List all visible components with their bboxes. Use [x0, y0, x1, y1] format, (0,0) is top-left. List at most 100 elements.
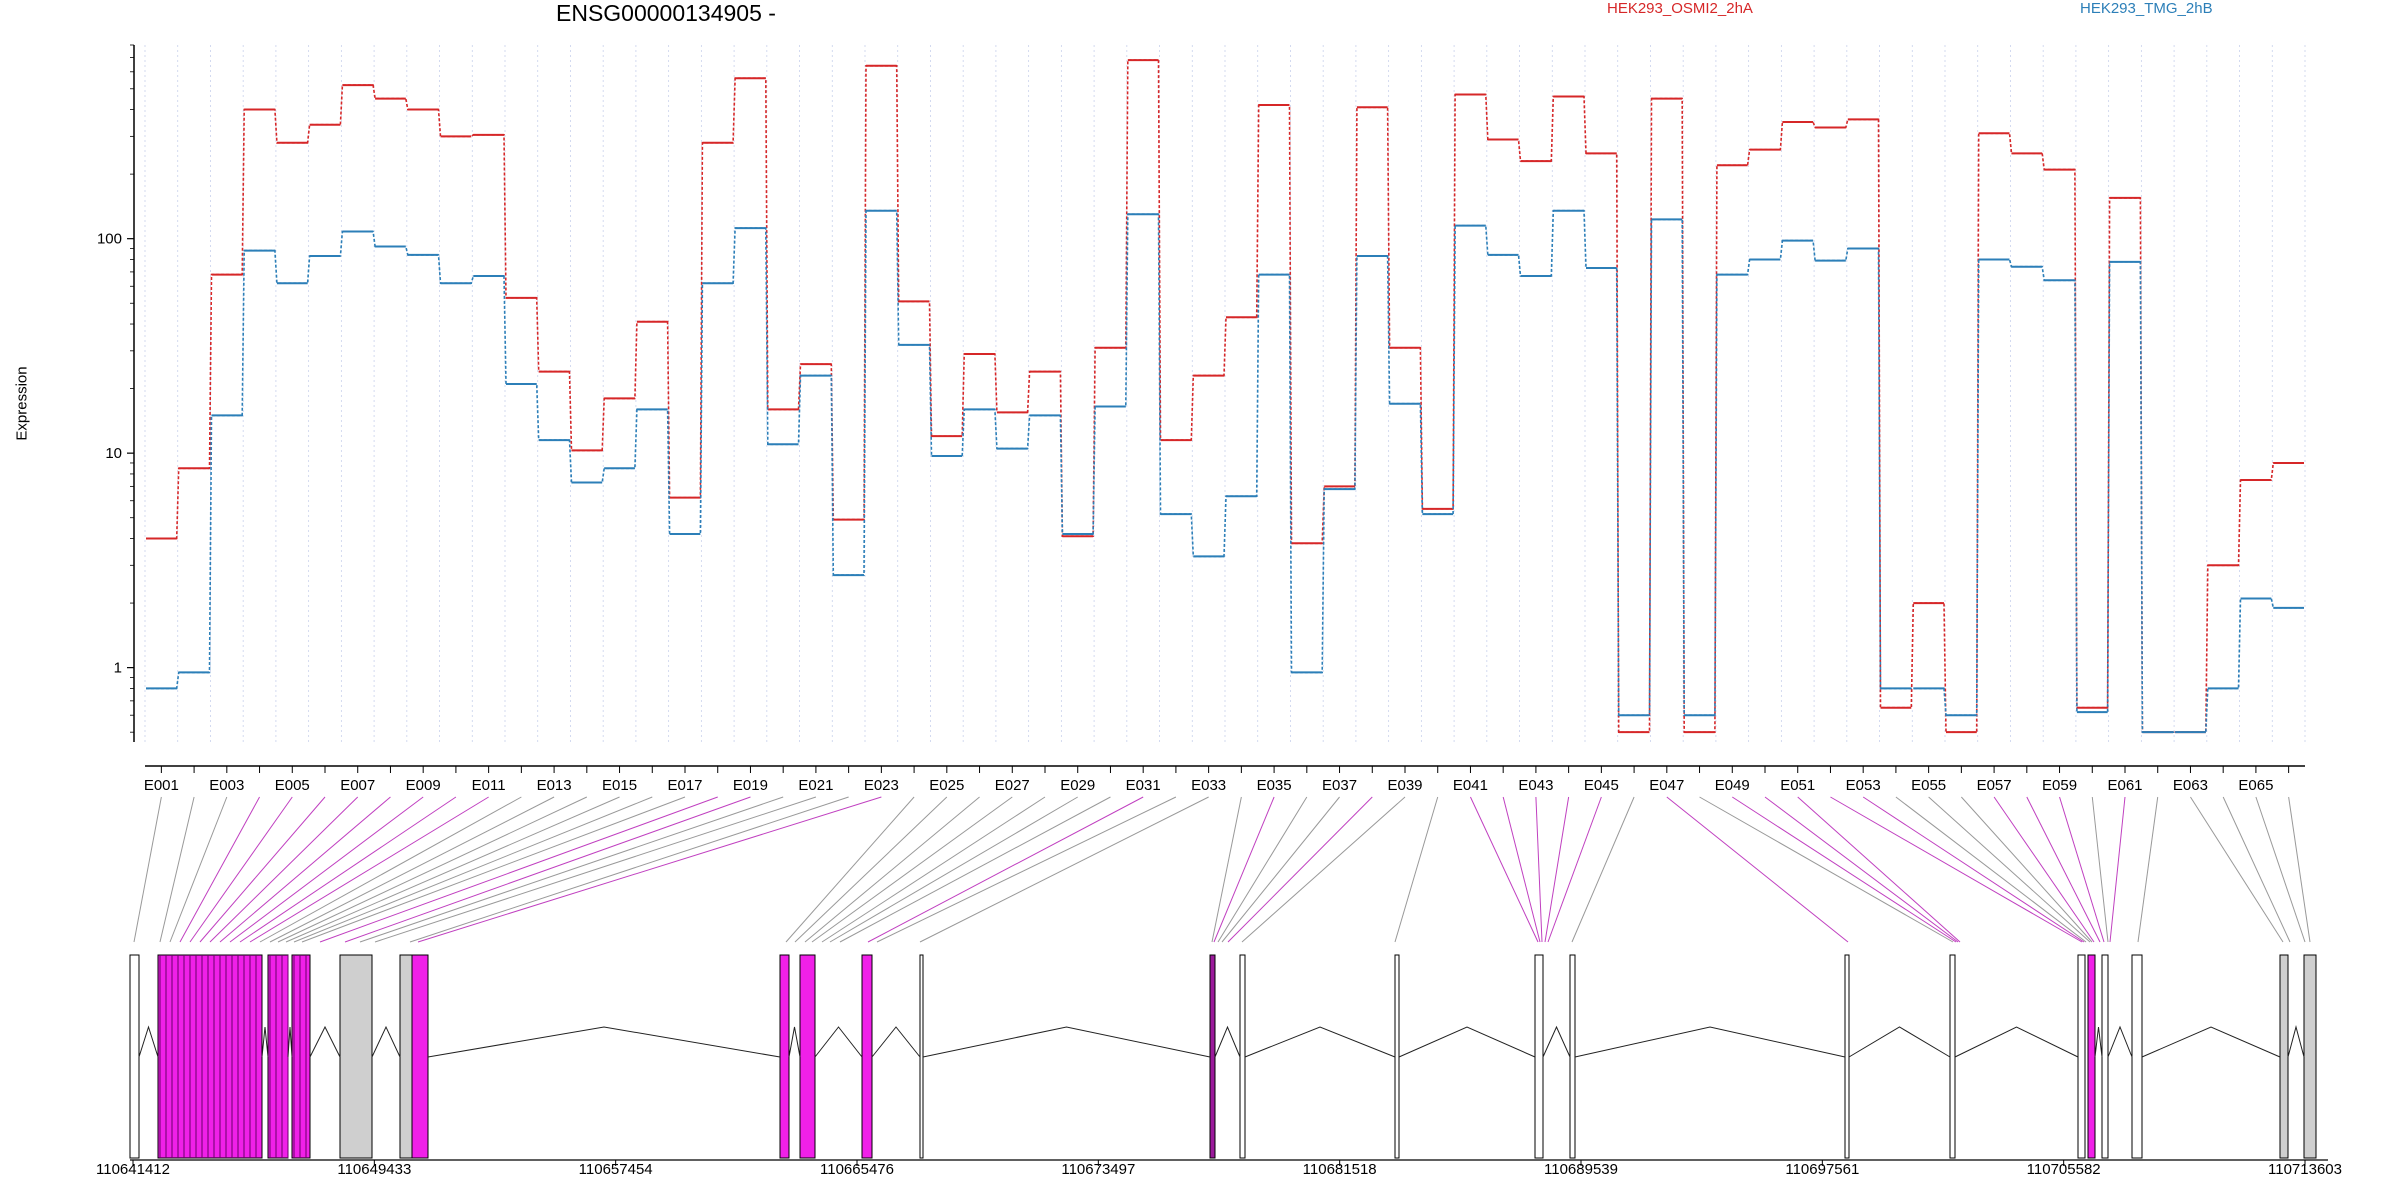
exon-connector [2190, 796, 2284, 943]
intron-line [2107, 1025, 2133, 1058]
exon-connector [821, 796, 1046, 943]
intron-line [1398, 1026, 1536, 1058]
intron-line [138, 1025, 159, 1058]
coordinate-tick-label: 110657454 [579, 1161, 653, 1178]
exon-block [411, 954, 429, 1159]
exon-block [1394, 954, 1400, 1159]
exon-block [2303, 954, 2317, 1159]
exon-connector [229, 796, 424, 943]
exon-connector [839, 796, 1111, 943]
exon-connector [1394, 796, 1439, 943]
exon-connector [876, 796, 1177, 943]
exon-connector [2059, 796, 2105, 943]
exon-block [157, 954, 263, 1159]
exon-connector [794, 796, 948, 943]
exon-connector [1547, 796, 1602, 943]
intron-line [371, 1025, 401, 1058]
exon-tick-label: E053 [1846, 777, 1881, 794]
exon-connector [179, 796, 260, 943]
intron-line [427, 1026, 781, 1058]
exon-connector [1470, 796, 1539, 943]
exon-tick-label: E007 [340, 777, 375, 794]
exon-block [1239, 954, 1246, 1159]
exon-connector [259, 796, 522, 943]
exon-block [861, 954, 873, 1159]
exon-connector [1571, 796, 1635, 943]
exon-block [129, 954, 140, 1159]
coordinate-tick-label: 110705582 [2027, 1161, 2101, 1178]
exon-connector [199, 796, 326, 943]
exon-connector [269, 796, 555, 943]
exon-connector [277, 796, 588, 943]
exon-block [399, 954, 413, 1159]
exon-connector [1213, 796, 1275, 943]
intron-line [1214, 1025, 1241, 1058]
gene-model [129, 954, 2317, 1159]
exon-connector [1960, 796, 2093, 943]
exon-tick-label: E051 [1780, 777, 1815, 794]
intron-line [2094, 1026, 2103, 1058]
exon-tick-label: E059 [2042, 777, 2077, 794]
coordinate-tick-label: 110673497 [1061, 1161, 1135, 1178]
series-line [146, 59, 2304, 733]
exon-block [1569, 954, 1576, 1159]
exon-block [267, 954, 289, 1159]
intron-line [309, 1025, 341, 1058]
intron-line [922, 1026, 1211, 1058]
intron-line [788, 1026, 801, 1058]
exon-connector [785, 796, 915, 943]
exon-connector [1544, 796, 1570, 943]
exon-connector [1241, 796, 1406, 943]
plot-axes [133, 45, 2305, 767]
y-tick-label: 1 [114, 660, 122, 677]
exon-connector [2109, 796, 2126, 943]
exon-tick-label: E065 [2238, 777, 2273, 794]
exon-block [1209, 954, 1216, 1159]
exon-connector [2026, 796, 2101, 943]
exon-connector [1535, 796, 1543, 943]
exon-block [1534, 954, 1544, 1159]
exon-connector [867, 796, 1144, 943]
exon-connector [219, 796, 391, 943]
intron-line [1848, 1026, 1951, 1058]
exon-block [1949, 954, 1956, 1159]
exon-connector [2137, 796, 2159, 943]
exon-connector [1211, 796, 1242, 943]
intron-line [1542, 1025, 1571, 1058]
exon-tick-label: E063 [2173, 777, 2208, 794]
exon-tick-label: E039 [1387, 777, 1422, 794]
exon-tick-label: E009 [406, 777, 441, 794]
exon-block [779, 954, 790, 1159]
exon-connector [293, 796, 653, 943]
exon-connector [209, 796, 359, 943]
exon-grid-lines [144, 45, 2306, 742]
exon-connector [1732, 796, 1957, 943]
exon-connector [2255, 796, 2306, 943]
exon-connector [169, 796, 228, 943]
intron-line [287, 1026, 293, 1058]
exon-connector [319, 796, 718, 943]
exon-block [2087, 954, 2096, 1159]
exon-connector [374, 796, 817, 943]
y-tick-label: 10 [105, 445, 122, 462]
exon-connector [1862, 796, 2085, 943]
exon-connector [417, 796, 882, 943]
exon-tick-label: E011 [472, 777, 506, 794]
coordinate-tick-label: 110665476 [820, 1161, 894, 1178]
exon-block [2077, 954, 2086, 1159]
exon-connector [1830, 796, 2083, 943]
exon-block [799, 954, 816, 1159]
coordinate-tick-label: 110649433 [337, 1161, 411, 1178]
intron-line [261, 1026, 269, 1058]
y-tick-label: 100 [97, 231, 122, 248]
exon-tick-label: E045 [1584, 777, 1619, 794]
exon-connector [1666, 796, 1849, 943]
exon-connector [1217, 796, 1308, 943]
exon-tick-label: E023 [864, 777, 899, 794]
intron-line [2141, 1026, 2281, 1058]
exon-connector [1928, 796, 2091, 943]
exon-connector [811, 796, 1013, 943]
exon-tick-label: E031 [1126, 777, 1161, 794]
exon-block [2131, 954, 2143, 1159]
